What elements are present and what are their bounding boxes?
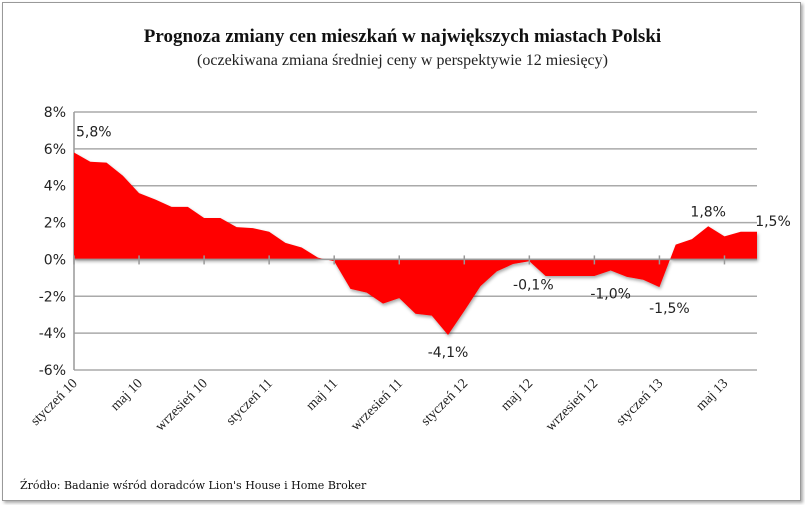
data-label: -1,5% [649,301,690,317]
x-tick-label: wrzesień 11 [348,376,406,434]
x-tick-label: maj 12 [498,376,536,414]
y-tick-label: 6% [44,142,66,158]
data-label: -0,1% [513,277,554,293]
area-series [74,152,757,335]
x-tick-label: maj 13 [693,376,731,414]
y-tick-label: 2% [44,216,66,232]
x-tick-label: maj 11 [304,376,341,413]
x-tick-label: wrzesień 10 [153,376,211,434]
y-tick-label: 0% [44,252,66,268]
y-tick-label: 4% [44,179,66,195]
x-tick-label: styczeń 13 [614,376,667,429]
y-tick-label: -2% [39,289,66,305]
y-tick-label: 8% [44,105,66,121]
x-tick-label: maj 10 [108,376,146,414]
chart-subtitle: (oczekiwana zmiana średniej ceny w persp… [197,52,608,69]
chart-title: Prognoza zmiany cen mieszkań w największ… [143,26,662,47]
y-tick-label: -4% [39,326,66,342]
x-tick-label: wrzesień 12 [543,376,601,434]
x-tick-label: styczeń 10 [28,376,81,429]
y-tick-label: -6% [39,363,66,379]
x-tick-label: styczeń 12 [418,376,471,429]
data-label: 5,8% [76,125,112,141]
data-label: 1,8% [690,204,726,220]
data-label: 1,5% [755,214,791,230]
data-label: -4,1% [428,345,469,361]
source-note: Źródło: Badanie wśród doradców Lion's Ho… [20,479,367,492]
x-tick-label: styczeń 11 [224,376,276,428]
data-label: -1,0% [590,286,631,302]
